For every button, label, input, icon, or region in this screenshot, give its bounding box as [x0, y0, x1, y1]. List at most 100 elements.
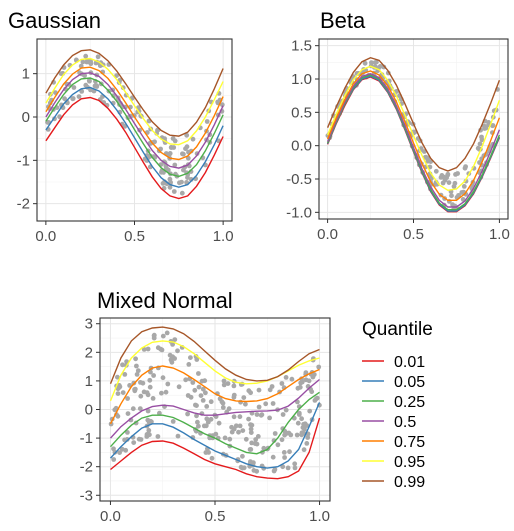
data-point — [83, 53, 89, 59]
data-point — [146, 419, 152, 425]
data-point — [246, 388, 252, 394]
data-point — [296, 410, 302, 416]
data-point — [463, 164, 468, 170]
data-point — [188, 148, 194, 154]
data-point — [221, 378, 227, 384]
data-point — [425, 158, 431, 164]
legend-label: 0.01 — [394, 354, 425, 371]
x-tick-label: 0.5 — [403, 226, 424, 243]
quantile-curve-0.99 — [326, 56, 501, 172]
data-point — [221, 382, 227, 388]
data-point — [150, 396, 156, 401]
data-point — [263, 401, 269, 407]
data-point — [86, 78, 92, 83]
data-point — [222, 435, 228, 441]
data-point — [267, 415, 272, 421]
data-point — [281, 450, 287, 455]
data-point — [241, 465, 247, 471]
data-point — [179, 179, 184, 185]
data-point — [181, 151, 186, 157]
data-point — [170, 354, 176, 360]
y-tick-label: -3 — [80, 487, 93, 504]
data-point — [190, 136, 196, 142]
data-point — [261, 445, 267, 451]
data-point — [196, 371, 201, 376]
data-point — [226, 406, 232, 412]
data-point — [171, 145, 177, 150]
beta-panel: Beta 0.0 0.5 1.0 -1.0 -0.5 0.0 0.5 1.0 1.5 — [286, 8, 510, 243]
quantile-curve-0.5 — [45, 72, 224, 169]
data-point — [116, 383, 122, 388]
data-point — [201, 423, 207, 429]
data-point — [203, 450, 209, 455]
data-point — [196, 423, 201, 429]
data-point — [449, 193, 454, 199]
data-point — [71, 85, 77, 90]
data-point — [198, 393, 204, 398]
data-point — [172, 162, 178, 168]
data-point — [446, 180, 452, 186]
data-point — [111, 446, 116, 452]
data-point — [304, 423, 310, 428]
data-point — [208, 399, 214, 405]
y-tick-label: 0 — [85, 402, 93, 419]
data-point — [301, 447, 307, 453]
data-point — [279, 437, 285, 443]
data-point — [146, 428, 152, 433]
data-point — [475, 145, 481, 151]
data-point — [200, 386, 206, 392]
data-point — [194, 357, 200, 362]
quantile-curve-0.5 — [109, 378, 320, 439]
data-point — [135, 368, 141, 374]
data-point — [275, 442, 281, 448]
x-tick-label: 0.0 — [100, 508, 121, 525]
data-point — [295, 385, 301, 391]
quantile-curve-0.01 — [110, 417, 321, 480]
data-point — [461, 184, 467, 189]
data-point — [169, 359, 175, 365]
data-point — [237, 423, 243, 429]
x-tick-label: 1.0 — [309, 508, 330, 525]
data-point — [271, 468, 277, 474]
data-point — [140, 380, 146, 386]
data-point — [205, 419, 211, 425]
quantile-curve-0.99 — [109, 326, 320, 385]
data-point — [450, 202, 455, 208]
data-point — [306, 378, 312, 384]
data-point — [130, 406, 136, 412]
data-point — [186, 362, 192, 367]
data-point — [159, 169, 164, 175]
legend-label: 0.25 — [394, 394, 425, 411]
data-point — [294, 432, 300, 438]
data-point — [175, 433, 181, 439]
data-point — [167, 184, 173, 190]
data-point — [125, 430, 130, 435]
y-tick-label: -1.0 — [286, 204, 312, 221]
data-point — [179, 190, 185, 196]
data-point — [231, 383, 237, 389]
data-point — [287, 449, 292, 455]
data-point — [155, 434, 161, 439]
data-point — [115, 374, 120, 380]
data-point — [204, 404, 210, 409]
y-tick-label: 0.5 — [291, 104, 312, 121]
data-point — [248, 447, 254, 452]
data-point — [115, 391, 121, 396]
data-point — [181, 167, 186, 173]
data-point — [236, 429, 241, 435]
data-point — [314, 395, 320, 401]
legend-label: 0.75 — [394, 434, 425, 451]
quantile-curve-0.25 — [109, 391, 320, 455]
data-point — [299, 416, 304, 422]
data-point — [309, 389, 315, 395]
data-point — [227, 436, 233, 442]
quantile-curve-0.75 — [45, 66, 224, 161]
data-point — [316, 364, 322, 370]
data-point — [188, 355, 193, 360]
data-point — [248, 459, 253, 464]
data-point — [131, 440, 137, 445]
data-point — [164, 330, 170, 336]
y-tick-label: 1.0 — [291, 71, 312, 88]
data-point — [200, 398, 206, 403]
data-point — [280, 412, 286, 417]
